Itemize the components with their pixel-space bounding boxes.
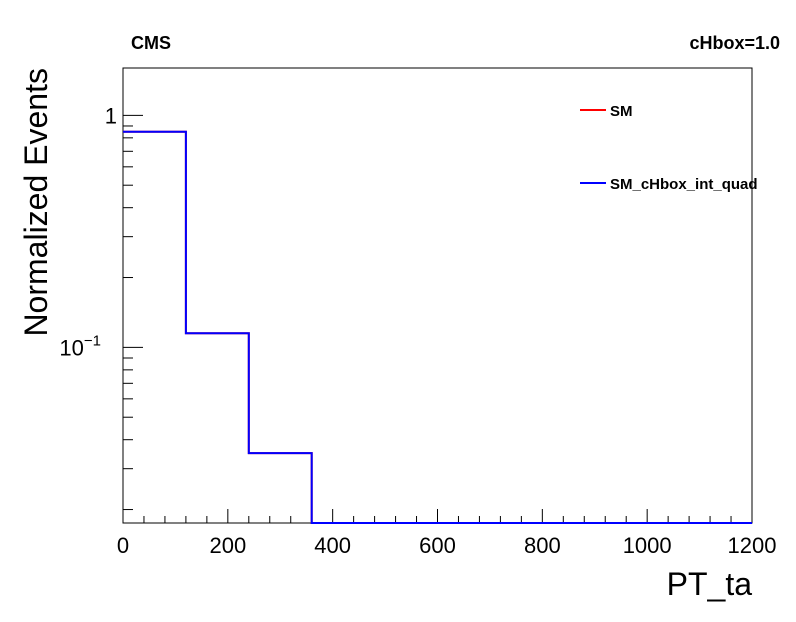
cms-label: CMS <box>131 33 171 53</box>
legend-label: SM_cHbox_int_quad <box>610 176 758 193</box>
frame <box>122 67 753 524</box>
x-tick-label: 1200 <box>728 533 777 558</box>
x-axis-ticks: 0 200 400 600 800 1000 1200 <box>117 509 777 558</box>
x-tick-label: 200 <box>209 533 246 558</box>
series-layer <box>123 130 752 524</box>
y-axis-label: Normalized Events <box>18 68 54 337</box>
y-tick-label: 10−1 <box>59 332 101 360</box>
x-tick-label: 0 <box>117 533 129 558</box>
x-tick-label: 400 <box>314 533 351 558</box>
legend: SM SM_cHbox_int_quad <box>580 103 758 193</box>
x-axis-label: PT_ta <box>667 566 753 602</box>
param-label: cHbox=1.0 <box>689 33 780 53</box>
series-line-1 <box>123 130 752 524</box>
x-tick-label: 1000 <box>623 533 672 558</box>
y-axis-ticks: 1 10−1 <box>59 103 143 511</box>
y-tick-label: 1 <box>105 103 117 128</box>
legend-label: SM <box>610 103 633 120</box>
x-tick-label: 600 <box>419 533 456 558</box>
x-tick-label: 800 <box>524 533 561 558</box>
